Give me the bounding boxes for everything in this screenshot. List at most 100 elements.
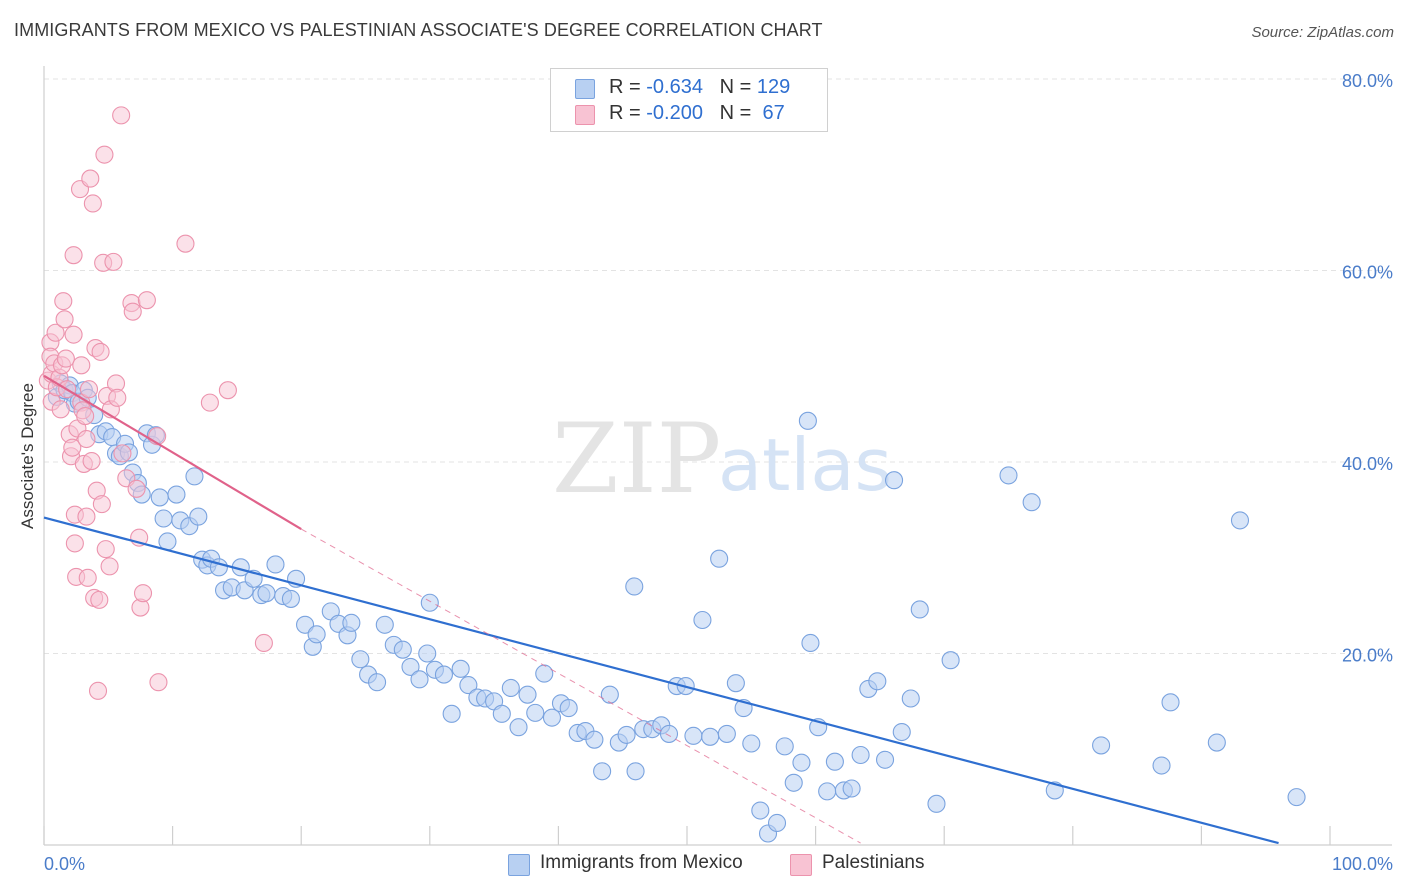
trend-extension-palestinians [300,528,861,844]
legend-row-palestinians: R = -0.200 N = 67 [575,102,785,128]
point-mexico [559,699,578,718]
point-palestinians [78,568,97,587]
legend-swatch-blue [575,79,595,99]
point-mexico [509,718,528,737]
point-mexico [368,673,387,692]
watermark-zip: ZIP [552,403,721,515]
point-mexico [351,650,370,669]
r-label: R = [609,102,647,124]
point-mexico [927,794,946,813]
point-mexico [1161,693,1180,712]
point-mexico [617,725,636,744]
n-value: 67 [756,102,785,124]
point-mexico [154,509,173,528]
point-palestinians [77,507,96,526]
point-mexico [492,704,511,723]
point-mexico [626,762,645,781]
point-palestinians [112,106,131,125]
point-palestinians [218,381,237,400]
y-tick-label: 80.0% [1342,71,1393,91]
n-label: N = [719,76,757,98]
x-tick-labels: 0.0% 100.0% [44,854,1393,874]
point-mexico [1022,493,1041,512]
point-mexico [1287,788,1306,807]
y-tick-labels: 20.0% 40.0% 60.0% 80.0% [1342,71,1393,666]
legend-text: R = -0.200 N = 67 [609,102,785,125]
point-mexico [625,577,644,596]
point-mexico [185,467,204,486]
point-mexico [999,466,1018,485]
axes [43,66,1392,846]
point-mexico [442,704,461,723]
point-mexico [767,813,787,833]
x-tick-label: 100.0% [1332,854,1393,874]
point-palestinians [46,323,65,342]
n-value: 129 [756,76,791,98]
point-palestinians [90,590,109,609]
legend-swatch-blue [508,854,530,876]
point-palestinians [63,438,82,457]
point-palestinians [108,388,127,407]
point-mexico [710,549,729,568]
r-value: -0.634 [646,76,703,98]
point-palestinians [92,495,111,514]
point-mexico [684,726,703,745]
r-label: R = [609,76,647,98]
point-mexico [801,633,820,653]
legend-label-mexico: Immigrants from Mexico [540,852,743,873]
point-mexico [1230,511,1250,530]
n-label: N = [719,102,757,124]
point-mexico [892,722,911,742]
point-palestinians [51,400,70,419]
point-mexico [775,737,794,756]
point-palestinians [64,325,83,344]
point-palestinians [95,145,114,164]
point-mexico [535,664,554,683]
point-palestinians [254,633,273,653]
point-mexico [1092,736,1111,755]
y-tick-label: 20.0% [1342,646,1393,666]
point-mexico [818,782,837,801]
y-tick-label: 40.0% [1342,454,1393,474]
point-mexico [342,613,361,632]
point-mexico [1152,756,1171,775]
point-mexico [296,615,315,634]
point-mexico [257,584,276,603]
legend-swatch-pink [575,105,595,125]
point-mexico [600,685,619,704]
point-mexico [150,488,169,507]
x-tick-label: 0.0% [44,854,85,874]
point-mexico [459,676,478,695]
point-mexico [941,651,960,670]
point-palestinians [65,534,84,553]
point-mexico [751,801,770,820]
point-mexico [784,773,803,792]
point-mexico [851,745,870,765]
chart-title: IMMIGRANTS FROM MEXICO VS PALESTINIAN AS… [14,20,823,40]
point-mexico [825,752,844,771]
point-palestinians [133,584,153,603]
point-mexico [189,507,208,526]
point-mexico [701,727,720,746]
point-mexico [792,753,811,772]
point-palestinians [72,356,91,375]
watermark-atlas: atlas [718,423,892,507]
point-mexico [842,779,861,798]
legend-text: R = -0.634 N = 129 [609,76,790,99]
point-palestinians [113,444,132,463]
legend-swatch-pink [790,854,812,876]
point-mexico [593,762,612,781]
stats-legend: R = -0.634 N = 129 R = -0.200 N = 67 [550,68,828,132]
point-palestinians [176,234,195,253]
point-mexico [420,593,439,612]
point-palestinians [64,246,83,265]
point-mexico [742,734,761,753]
series-palestinians [38,106,273,700]
trend-line-palestinians [43,374,302,530]
point-mexico [418,644,437,663]
point-mexico [585,730,604,749]
point-mexico [167,485,186,504]
point-mexico [542,708,562,727]
point-mexico [884,471,904,490]
point-palestinians [100,557,119,576]
